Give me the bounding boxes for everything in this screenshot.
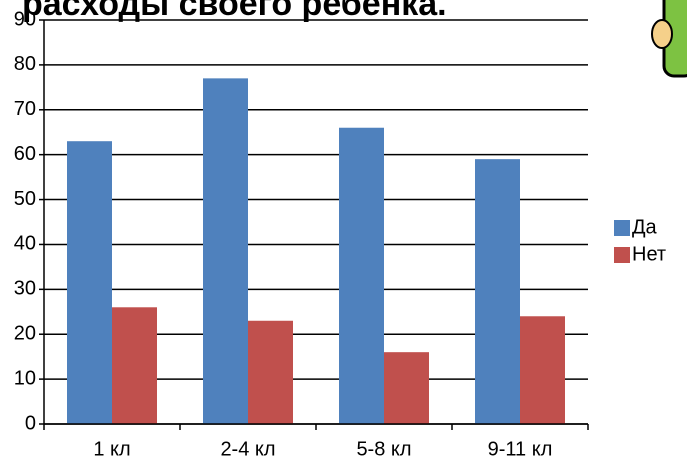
bar [203,78,248,424]
y-tick-label: 30 [14,278,36,300]
y-tick-label: 0 [25,412,36,434]
legend-swatch [614,220,630,236]
x-tick-label: 1 кл [93,438,130,460]
y-tick-label: 10 [14,367,36,389]
bar [112,307,157,424]
x-tick-label: 9-11 кл [488,438,553,460]
x-tick-label: 2-4 кл [220,438,275,460]
legend-label: Нет [632,243,666,265]
bar [520,316,565,424]
bar [339,127,384,424]
y-tick-label: 50 [14,188,36,210]
y-tick-label: 80 [14,53,36,75]
bar [67,141,112,424]
chart-title: расходы своего ребенка. [22,0,447,23]
y-tick-label: 40 [14,233,36,255]
legend-label: Да [632,216,658,238]
legend-swatch [614,247,630,263]
y-tick-label: 90 [14,8,36,30]
bar [248,320,293,424]
cartoon-figure [651,0,687,78]
y-tick-label: 20 [14,323,36,345]
bar [384,352,429,424]
bar [475,159,520,424]
y-tick-label: 70 [14,98,36,120]
y-tick-label: 60 [14,143,36,165]
x-tick-label: 5-8 кл [356,438,411,460]
